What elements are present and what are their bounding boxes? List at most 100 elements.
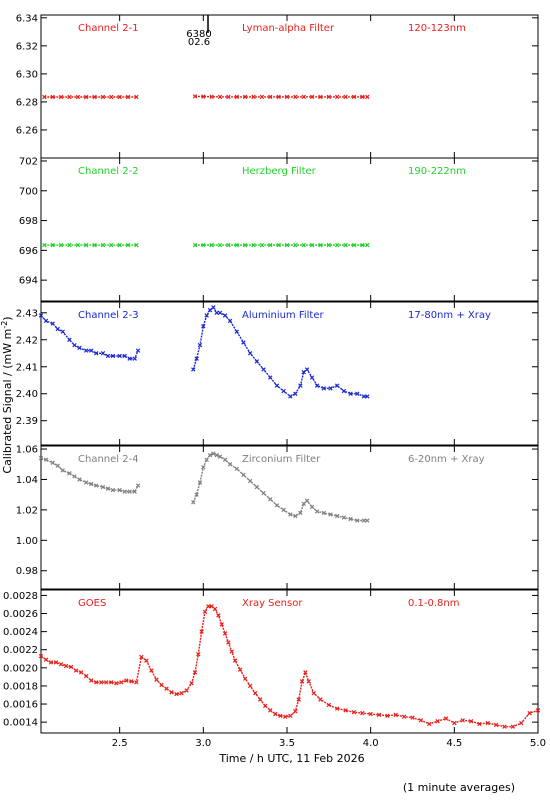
data-point [192,242,198,248]
y-tick-label: 0.0028 [3,591,38,602]
panel-4: 0.98 1.00 1.02 1.04 1.06 Channel 2-4 Zirconium… [16,445,539,590]
panel-label-band: 17-80nm + Xray [408,310,491,321]
y-tick-label: 2.41 [16,362,38,373]
data-point [535,708,541,713]
data-point [234,242,240,248]
panel-frame [40,301,539,446]
data-point [199,629,204,634]
x-tick-label: 3.5 [279,738,295,749]
y-tick-label: 6.28 [16,97,38,108]
data-point [92,242,97,248]
data-point [318,242,323,248]
data-point [365,94,370,100]
y-tick-label: 2.39 [16,416,38,427]
panel-frame [40,445,539,590]
data-point [129,679,134,684]
y-axis-title: Calibrated Signal / (mW m-2) [0,316,14,473]
data-point [83,242,89,248]
panel-label-band: 190-222nm [408,166,466,177]
data-point [385,713,390,719]
panel-3: 2.39 2.40 2.41 2.42 2.43 Channel 2-3 Aluminium… [16,301,539,446]
time-marker-label-bottom: 02.6 [188,37,210,48]
data-point [93,483,99,488]
data-point [348,516,353,522]
data-point [109,680,114,685]
data-point [50,94,55,100]
y-tick-label: 698 [19,216,38,227]
data-point [125,94,131,100]
panels: 6.26 6.28 6.30 6.32 6.34 Channel 2-1 Lyman-alp… [3,13,546,749]
series-trace [40,315,139,360]
data-point [318,94,323,100]
panel-label-filter: Lyman-alpha Filter [242,23,335,34]
panel-label-band: 120-123nm [408,23,466,34]
y-tick-label: 0.0018 [3,681,38,692]
time-marker-label-top: 6380 [186,29,211,40]
y-tick-label: 6.32 [16,41,38,52]
y-tick-label: 0.0014 [3,718,38,729]
data-point [365,518,370,523]
data-point [201,242,206,248]
data-point [194,356,199,361]
y-tick-label: 2.40 [16,389,38,400]
data-point [38,455,44,461]
series-trace [192,452,368,522]
data-point [468,719,474,724]
data-point [197,480,203,485]
panel-label-channel: GOES [78,598,106,609]
data-point [50,242,55,248]
panel-label-channel: Channel 2-4 [78,454,139,465]
panel-label-band: 0.1-0.8nm [408,598,460,609]
data-point [343,708,348,713]
panel-2: 694 696 698 700 702 Channel 2-2 Herzberg Filte… [19,156,539,302]
data-point [360,94,365,100]
x-tick-label: 4.0 [363,738,379,749]
data-point [105,486,111,491]
x-axis-title: Time / h UTC, 11 Feb 2026 [218,752,364,765]
panel-label-filter: Zirconium Filter [242,454,321,465]
y-tick-label: 2.42 [16,335,38,346]
data-point [485,720,491,726]
y-tick-label: 1.06 [16,445,38,456]
footnote: (1 minute averages) [403,781,515,794]
data-point [278,713,283,719]
panel-label-filter: Aluminium Filter [242,310,325,321]
series-trace [40,457,139,493]
data-point [328,512,333,517]
panel-label-band: 6-20nm + Xray [408,454,485,465]
data-point [192,670,198,675]
panel-label-channel: Channel 2-1 [78,23,139,34]
data-point [351,242,357,248]
data-point [234,94,240,100]
series-trace [192,306,368,398]
series-trace [40,605,539,728]
panel-frame [40,157,539,302]
data-point [88,481,94,487]
data-point [303,670,308,675]
panel-frame [40,589,539,734]
y-tick-label: 696 [19,246,38,257]
y-tick-label: 0.0016 [3,700,38,711]
data-point [477,721,482,727]
y-tick-label: 6.34 [16,13,38,24]
y-tick-label: 0.98 [16,566,38,577]
data-point [376,712,382,718]
data-point [242,242,248,248]
panel-1: 6.26 6.28 6.30 6.32 6.34 Channel 2-1 Lyman-alp… [16,13,539,159]
data-point [92,94,97,100]
data-point [365,394,370,399]
y-tick-label: 0.0024 [3,627,38,638]
y-tick-label: 2.43 [16,308,38,319]
y-tick-label: 1.02 [16,505,38,516]
x-tick-label: 2.5 [112,738,128,749]
data-point [201,324,206,329]
x-tick-label: 5.0 [530,738,546,749]
data-point [365,242,370,248]
data-point [242,94,248,100]
data-point [117,487,122,493]
y-tick-label: 702 [19,156,38,167]
data-point [192,94,198,99]
data-point [276,242,281,248]
data-point [360,242,365,248]
y-tick-label: 6.30 [16,69,38,80]
